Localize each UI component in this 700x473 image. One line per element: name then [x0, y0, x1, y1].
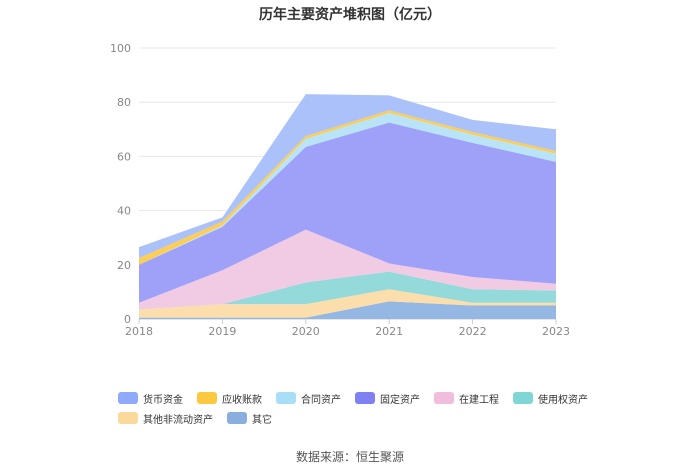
- y-tick-label: 40: [117, 205, 131, 218]
- area-series-2: [139, 271, 556, 310]
- legend-swatch: [513, 392, 533, 404]
- y-tick-label: 20: [117, 259, 131, 272]
- legend-item[interactable]: 应收账款: [197, 391, 262, 406]
- x-tick-label: 2021: [375, 325, 403, 338]
- legend-swatch: [434, 392, 454, 404]
- legend-item[interactable]: 在建工程: [434, 391, 499, 406]
- legend-swatch: [276, 392, 296, 404]
- legend-swatch: [227, 412, 247, 424]
- legend-label: 使用权资产: [538, 394, 588, 406]
- x-tick-label: 2022: [459, 325, 487, 338]
- chart-legend: 货币资金 应收账款 合同资产 固定资产 在建工程 使用权资产 其他非流动资产 其它: [118, 388, 598, 428]
- legend-item[interactable]: 其它: [227, 411, 272, 426]
- legend-item[interactable]: 固定资产: [355, 391, 420, 406]
- legend-swatch: [197, 392, 217, 404]
- legend-label: 固定资产: [380, 394, 420, 406]
- legend-label: 合同资产: [301, 394, 341, 406]
- legend-item[interactable]: 其他非流动资产: [118, 411, 213, 426]
- legend-item[interactable]: 使用权资产: [513, 391, 588, 406]
- legend-row: 其他非流动资产 其它: [118, 408, 598, 428]
- legend-swatch: [355, 392, 375, 404]
- x-tick-label: 2019: [208, 325, 236, 338]
- legend-label: 货币资金: [143, 394, 183, 406]
- x-tick-label: 2018: [125, 325, 153, 338]
- area-series-1: [139, 289, 556, 318]
- y-tick-label: 60: [117, 150, 131, 163]
- area-series-4: [139, 122, 556, 303]
- legend-swatch: [118, 412, 138, 424]
- chart-title: 历年主要资产堆积图（亿元）: [259, 7, 441, 23]
- data-source-note: 数据来源：恒生聚源: [295, 450, 404, 464]
- legend-item[interactable]: 合同资产: [276, 391, 341, 406]
- area-series-0: [139, 301, 556, 319]
- legend-label: 其他非流动资产: [143, 414, 213, 426]
- x-tick-label: 2020: [292, 325, 320, 338]
- legend-swatch: [118, 392, 138, 404]
- y-tick-label: 80: [117, 96, 131, 109]
- y-tick-label: 100: [110, 42, 131, 55]
- legend-row: 货币资金 应收账款 合同资产 固定资产 在建工程 使用权资产: [118, 388, 598, 408]
- x-tick-label: 2023: [542, 325, 570, 338]
- legend-label: 应收账款: [222, 394, 262, 406]
- legend-label: 在建工程: [459, 394, 499, 406]
- area-series-3: [139, 229, 556, 310]
- y-tick-label: 0: [124, 313, 131, 326]
- legend-label: 其它: [252, 414, 272, 426]
- legend-item[interactable]: 货币资金: [118, 391, 183, 406]
